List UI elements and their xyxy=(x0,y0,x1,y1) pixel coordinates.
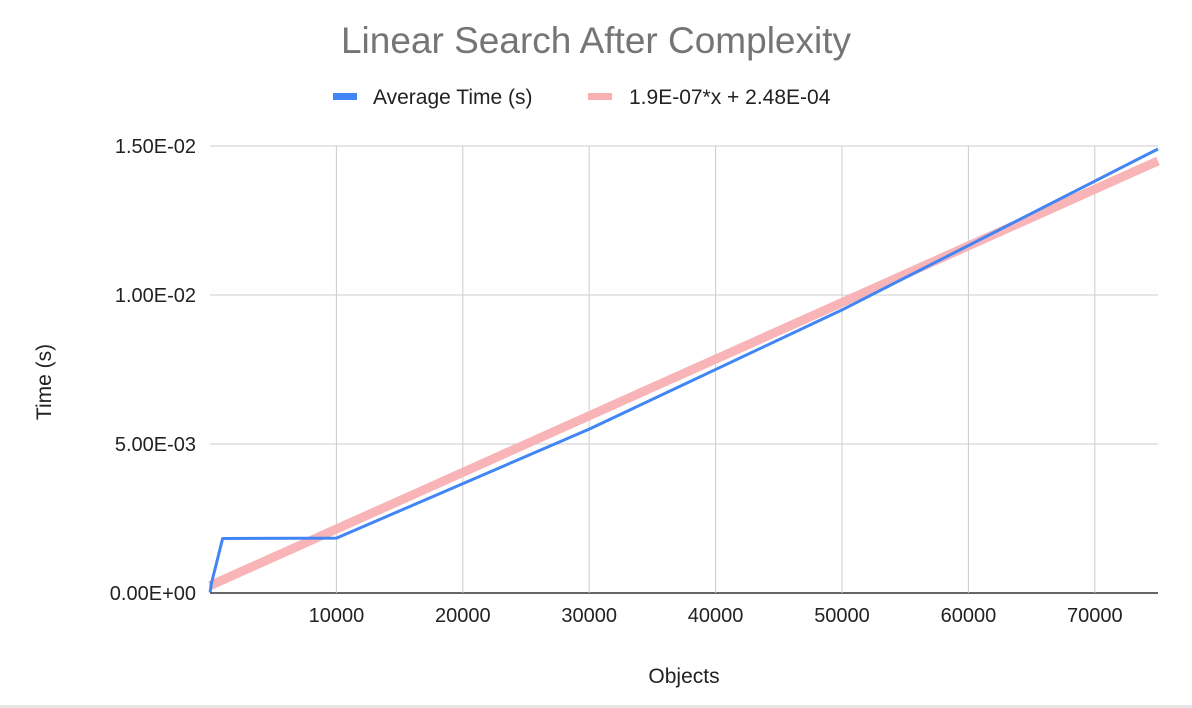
x-tick-label: 60000 xyxy=(941,605,997,627)
y-tick-label: 0.00E+00 xyxy=(110,583,196,605)
chart-text: Linear Search After Complexity Objects T… xyxy=(33,20,1123,688)
legend-swatch xyxy=(588,93,612,100)
bottom-divider xyxy=(0,705,1192,708)
x-tick-label: 20000 xyxy=(435,605,491,627)
legend-label: Average Time (s) xyxy=(373,86,533,109)
legend: Average Time (s) 1.9E-07*x + 2.48E-04 xyxy=(333,86,831,109)
chart-title: Linear Search After Complexity xyxy=(341,20,852,61)
y-axis-label: Time (s) xyxy=(33,344,56,420)
legend-swatch xyxy=(333,93,357,100)
x-tick-label: 50000 xyxy=(814,605,870,627)
series-lines xyxy=(208,147,1160,593)
y-tick-label: 1.00E-02 xyxy=(115,285,196,307)
x-tick-label: 40000 xyxy=(688,605,744,627)
y-tick-label: 1.50E-02 xyxy=(115,136,196,158)
y-tick-label: 5.00E-03 xyxy=(115,434,196,456)
x-tick-label: 10000 xyxy=(309,605,365,627)
trendline-series xyxy=(208,156,1160,590)
x-axis-label: Objects xyxy=(648,665,719,688)
x-tick-label: 70000 xyxy=(1067,605,1123,627)
legend-label: 1.9E-07*x + 2.48E-04 xyxy=(629,86,831,109)
grid-lines xyxy=(210,145,1158,594)
x-tick-label: 30000 xyxy=(561,605,617,627)
average-time-series xyxy=(208,147,1159,593)
